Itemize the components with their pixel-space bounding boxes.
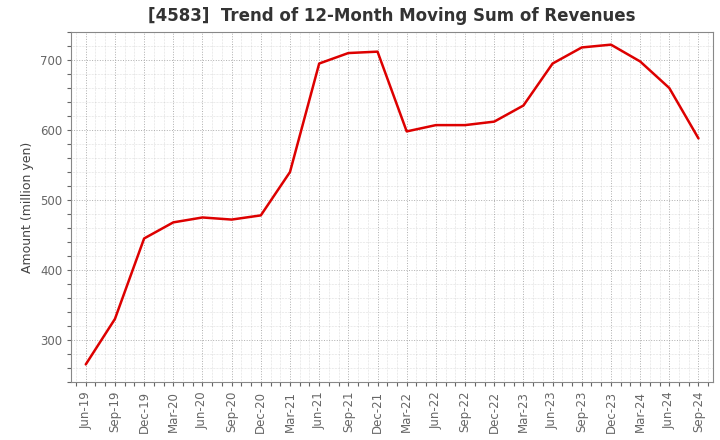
Y-axis label: Amount (million yen): Amount (million yen) [22,141,35,273]
Title: [4583]  Trend of 12-Month Moving Sum of Revenues: [4583] Trend of 12-Month Moving Sum of R… [148,7,636,25]
